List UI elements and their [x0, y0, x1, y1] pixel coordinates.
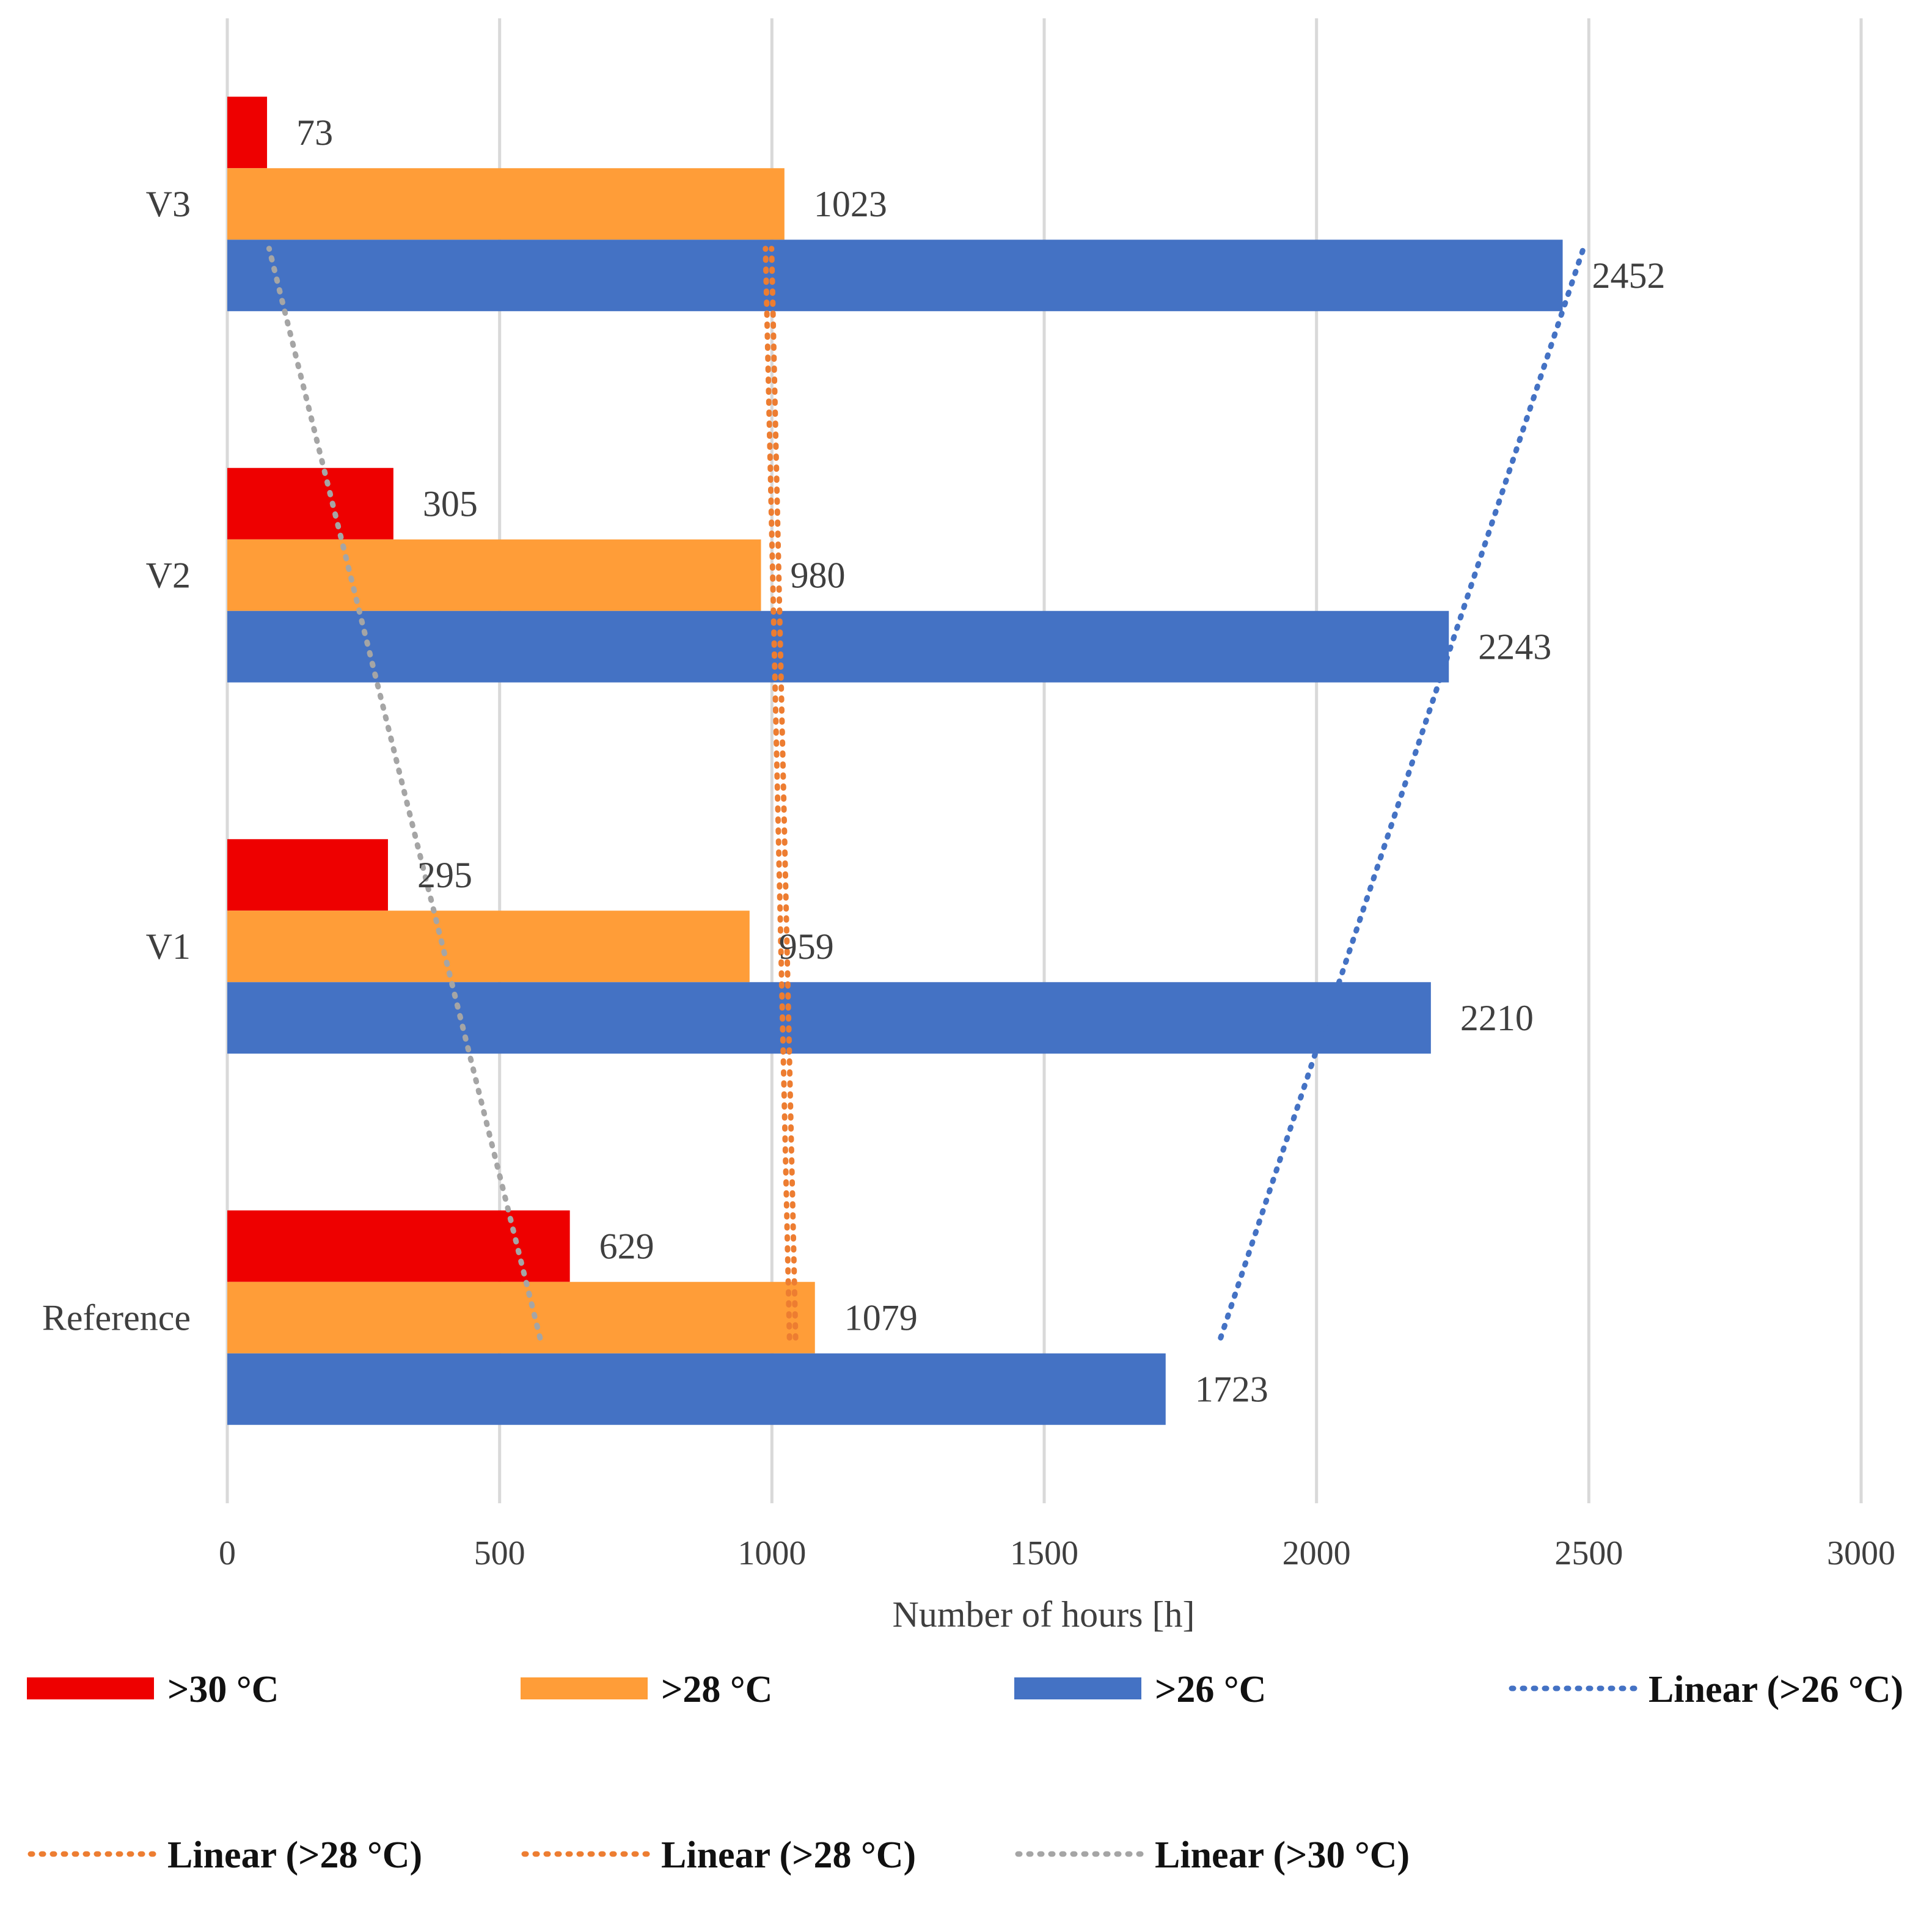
data-label: 980 — [791, 555, 846, 595]
x-tick-label: 500 — [474, 1534, 525, 1572]
legend-swatch — [521, 1677, 648, 1699]
bar — [227, 97, 268, 169]
data-label: 2210 — [1460, 998, 1534, 1038]
x-axis-title: Number of hours [h] — [893, 1594, 1195, 1635]
data-label: 295 — [417, 855, 472, 895]
data-label: 629 — [599, 1226, 654, 1266]
bar — [227, 168, 785, 240]
data-label: 1723 — [1195, 1369, 1268, 1409]
trendlines — [266, 246, 1586, 1341]
legend-label: >26 °C — [1155, 1669, 1266, 1710]
data-label: 1079 — [844, 1297, 918, 1338]
data-label: 2452 — [1592, 255, 1666, 296]
x-tick-label: 2500 — [1554, 1534, 1623, 1572]
category-label: V1 — [146, 926, 191, 967]
bar — [227, 467, 393, 540]
trendline — [1218, 246, 1586, 1341]
legend-label: >28 °C — [661, 1669, 772, 1710]
category-label: Reference — [42, 1297, 191, 1338]
legend-label: >30 °C — [167, 1669, 279, 1710]
data-label: 305 — [423, 483, 478, 524]
bar — [227, 1210, 570, 1282]
data-label: 959 — [779, 926, 834, 967]
trendline — [266, 246, 543, 1341]
bar — [227, 539, 761, 611]
bar — [227, 1281, 815, 1354]
legend: >30 °C >28 °C >26 °C Linear (>26 °C) Linear … — [27, 1669, 1903, 1876]
legend-label: Linear (>30 °C) — [1155, 1834, 1410, 1876]
bar — [227, 240, 1563, 312]
category-label: V3 — [146, 184, 191, 224]
data-label: 73 — [296, 112, 333, 153]
value-axis: 0 500 1000 1500 2000 2500 3000 — [219, 1534, 1895, 1572]
data-labels: 629 295 305 73 1079 959 980 1023 1723 2210 2243 245… — [296, 112, 1665, 1410]
legend-label: Linear (>26 °C) — [1648, 1669, 1903, 1710]
legend-label: Linear (>28 °C) — [167, 1834, 422, 1876]
x-tick-label: 3000 — [1827, 1534, 1895, 1572]
bar — [227, 982, 1431, 1054]
bar — [227, 610, 1449, 683]
x-tick-label: 1500 — [1010, 1534, 1078, 1572]
legend-swatch — [27, 1677, 154, 1699]
legend-swatch — [1014, 1677, 1141, 1699]
bar — [227, 839, 388, 911]
data-label: 1023 — [814, 184, 887, 224]
bars — [227, 97, 1563, 1425]
x-tick-label: 2000 — [1283, 1534, 1351, 1572]
x-tick-label: 1000 — [737, 1534, 806, 1572]
category-axis: Reference V1 V2 V3 — [42, 184, 191, 1338]
bar — [227, 911, 750, 983]
bar — [227, 1353, 1166, 1425]
legend-label: Linear (>28 °C) — [661, 1834, 916, 1876]
x-tick-label: 0 — [219, 1534, 236, 1572]
category-label: V2 — [146, 555, 191, 595]
data-label: 2243 — [1478, 626, 1551, 667]
